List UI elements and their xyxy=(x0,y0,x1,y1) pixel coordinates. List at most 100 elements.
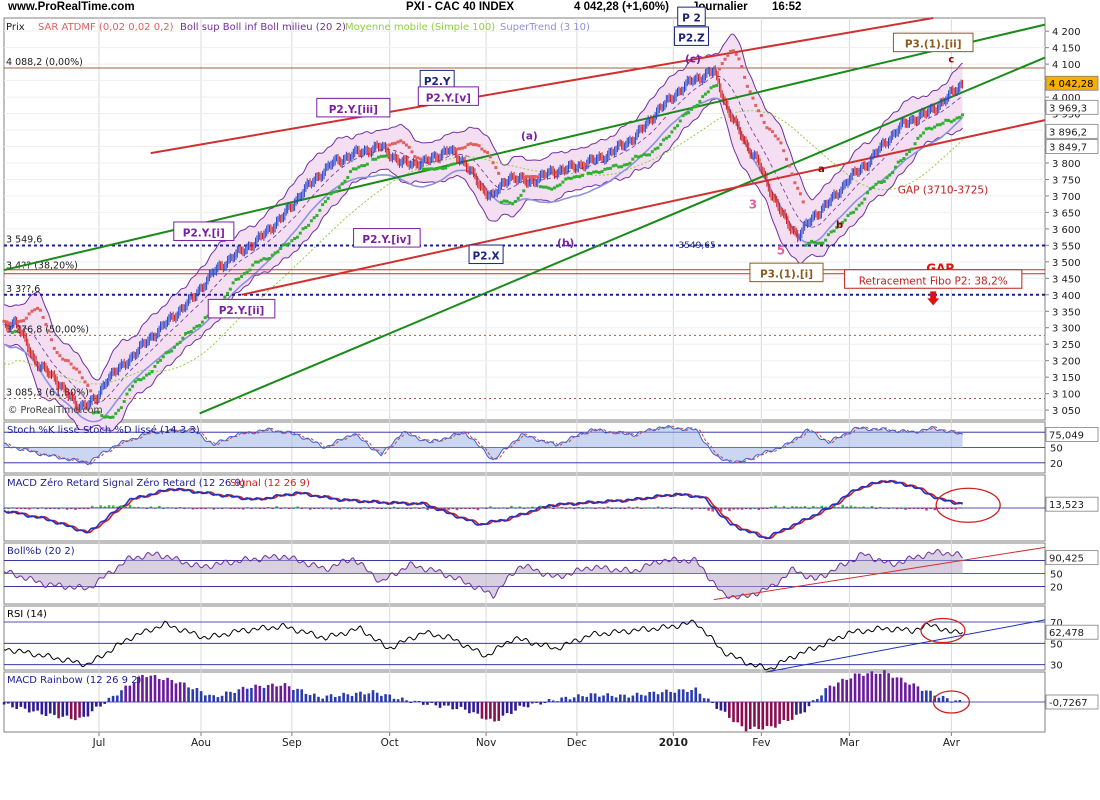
sar-dot xyxy=(949,120,953,124)
sar-dot xyxy=(407,145,411,149)
macd-hist-bar xyxy=(476,508,480,511)
macd-hist-bar xyxy=(627,506,631,508)
macd-hist-bar xyxy=(15,508,19,509)
sar-dot xyxy=(648,153,652,157)
sar-dot xyxy=(83,380,87,384)
sar-dot xyxy=(2,319,6,323)
rainbow-bar xyxy=(581,696,584,702)
sar-dot xyxy=(511,202,515,206)
bollb-trendline xyxy=(713,546,1046,601)
sar-dot xyxy=(597,170,601,174)
sar-dot xyxy=(279,247,283,251)
macd-hist-bar xyxy=(271,508,274,509)
rainbow-bar xyxy=(841,678,844,702)
stoch-level-label: 50 xyxy=(1050,444,1063,455)
sar-dot xyxy=(488,155,492,159)
macd-hist-bar xyxy=(288,508,291,509)
macd-hist-bar xyxy=(49,508,52,510)
sar-dot xyxy=(567,176,571,180)
bollb-pane: 805020Boll%b (20 2)90,425 xyxy=(3,546,1099,601)
rainbow-bar xyxy=(132,682,136,702)
macd-hist-bar xyxy=(19,508,23,509)
rainbow-bar xyxy=(380,695,383,702)
macd-hist-bar xyxy=(455,508,459,511)
macd-hist-bar xyxy=(824,506,828,508)
macd-hist-bar xyxy=(573,508,576,510)
sar-dot xyxy=(304,225,308,229)
rainbow-bar xyxy=(384,694,387,702)
sar-dot xyxy=(572,175,576,179)
rainbow-bar xyxy=(463,702,467,710)
sar-dot xyxy=(273,251,277,255)
rainbow-bar xyxy=(778,702,781,724)
sar-dot xyxy=(323,200,327,204)
macd-hist-bar xyxy=(28,508,31,510)
rainbow-bar xyxy=(78,702,81,718)
rainbow-bar xyxy=(199,691,203,702)
sar-dot xyxy=(729,49,733,53)
sar-dot xyxy=(114,412,118,416)
annotation-label: P2.Y.[i] xyxy=(183,227,225,239)
bollb-value-label: 90,425 xyxy=(1049,554,1084,565)
rainbow-bar xyxy=(807,702,811,707)
sar-dot xyxy=(757,109,761,113)
macd-hist-bar xyxy=(7,508,10,509)
sar-dot xyxy=(681,114,685,118)
macd-hist-bar xyxy=(799,506,802,508)
rainbow-bar xyxy=(589,693,593,702)
sar-dots xyxy=(2,49,965,419)
sar-dot xyxy=(505,199,509,203)
rainbow-bar xyxy=(945,698,949,702)
rainbow-bar xyxy=(86,702,90,717)
sar-dot xyxy=(821,241,825,245)
stoch-pane: 805020Stoch %K lissé Stoch %D lissé (14 … xyxy=(3,424,1099,470)
rainbow-bar xyxy=(870,671,874,702)
sar-dot xyxy=(251,263,255,267)
rainbow-bar xyxy=(266,685,270,702)
macd-hist-bar xyxy=(707,508,710,511)
rainbow-bar xyxy=(631,695,635,702)
annotation-label: P2.X xyxy=(473,251,500,263)
sar-dot xyxy=(242,272,246,276)
sar-dot xyxy=(318,208,322,212)
sar-dot xyxy=(483,149,487,153)
macd-hist-bar xyxy=(937,508,941,509)
y-tick-label: 4 200 xyxy=(1052,27,1081,38)
sar-dot xyxy=(919,134,923,138)
sar-dot xyxy=(617,165,621,169)
bollb-level-label: 20 xyxy=(1050,583,1063,594)
sar-dot xyxy=(36,306,40,310)
x-axis: Jul Aou Sep Oct Nov Dec 2010 Fev Mar Avr xyxy=(92,732,961,749)
rainbow-bar xyxy=(950,701,953,703)
sar-dot xyxy=(539,185,543,189)
sar-dot xyxy=(933,125,937,129)
annotation-label: b xyxy=(836,220,843,231)
macd-hist-bar xyxy=(522,507,526,509)
macd-hist-bar xyxy=(724,508,727,510)
sar-dot xyxy=(807,241,811,245)
macd-hist-bar xyxy=(594,508,597,509)
macd-hist-bar xyxy=(447,508,450,510)
rainbow-bar xyxy=(908,684,911,702)
sar-dot xyxy=(97,410,101,414)
indicator-value-label: 3 969,3 xyxy=(1049,103,1087,114)
sar-dot xyxy=(50,338,54,342)
rainbow-bar xyxy=(895,677,899,702)
sar-dot xyxy=(896,160,900,164)
sar-dot xyxy=(164,351,168,355)
rainbow-bar xyxy=(472,702,475,713)
rainbow-bar xyxy=(6,702,10,704)
macd-hist-bar xyxy=(107,505,111,508)
sar-dot xyxy=(502,199,506,203)
rainbow-bar xyxy=(187,687,190,702)
sar-dot xyxy=(27,312,31,316)
x-tick-label: 2010 xyxy=(659,737,688,749)
rainbow-bar xyxy=(623,694,626,702)
macd-hist-bar xyxy=(57,508,60,510)
rainbow-bar xyxy=(468,702,471,714)
level-label: 3 549,6 xyxy=(6,234,42,245)
sar-dot xyxy=(133,380,137,384)
annotation-label: P2.Y xyxy=(424,76,451,88)
sar-dot xyxy=(161,355,165,359)
